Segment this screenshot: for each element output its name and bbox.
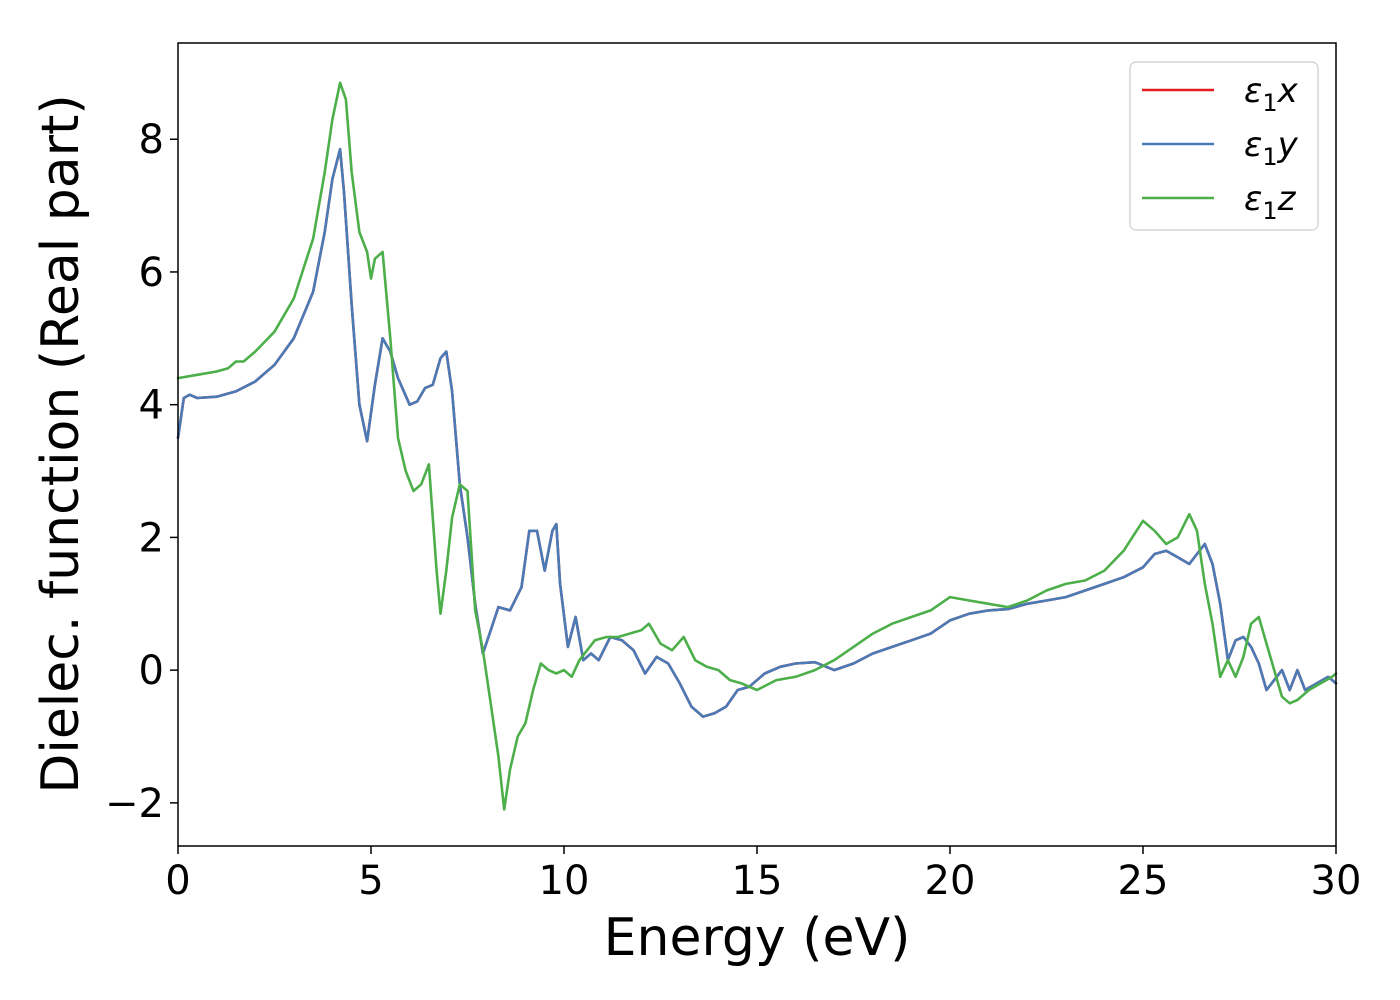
x-tick-label: 25 [1118,858,1169,904]
legend-label-x: ε1x [1244,71,1299,117]
series-layer [176,81,1338,811]
series-line-x [176,147,1338,718]
x-tick-label: 15 [732,858,783,904]
legend-label-y: ε1y [1244,125,1299,171]
x-tick-label: 10 [539,858,590,904]
x-tick-label: 5 [358,858,383,904]
y-tick-label: 6 [139,250,164,296]
x-tick-label: 20 [925,858,976,904]
x-axis-label: Energy (eV) [604,908,911,968]
legend-items: ε1x ε1y ε1z [1142,71,1299,225]
y-tick-label: 0 [139,648,164,694]
y-tick-label: 8 [139,117,164,163]
y-tick-label: 2 [139,515,164,561]
legend-label-z: ε1z [1244,179,1297,225]
x-tick-label: 0 [165,858,190,904]
legend: ε1x ε1y ε1z [1129,61,1319,231]
series-line-y [176,147,1338,718]
legend-frame [1129,61,1319,231]
series-line-z [176,81,1338,811]
y-tick-label: 4 [139,383,164,429]
y-tick-label: −2 [105,781,164,827]
x-tick-label: 30 [1311,858,1362,904]
y-axis-label: Dielec. function (Real part) [31,94,91,793]
